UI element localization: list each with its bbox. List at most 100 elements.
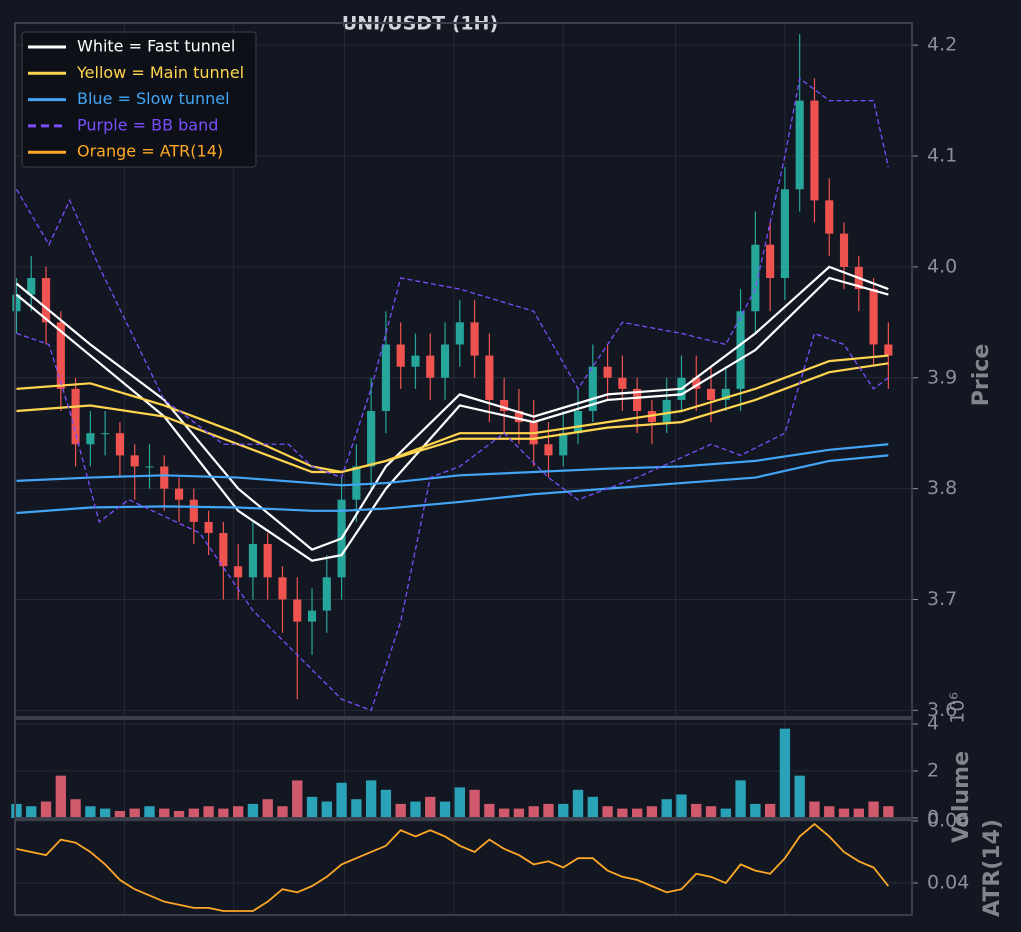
volume-bar — [617, 808, 628, 818]
volume-bar — [247, 803, 259, 818]
y-tick-label: 3.7 — [927, 588, 957, 610]
volume-bar — [203, 806, 214, 818]
tunnel-line — [16, 443, 889, 487]
volume-bar — [188, 808, 199, 818]
candle-body — [795, 100, 804, 190]
volume-bar — [262, 799, 273, 818]
candle-body — [71, 388, 80, 445]
volume-bar — [484, 803, 495, 818]
volume-bar — [764, 803, 776, 818]
volume-bar — [159, 808, 170, 818]
y-tick-label: 0.04 — [927, 872, 969, 894]
volume-bar — [883, 806, 894, 818]
tunnel-line — [16, 354, 889, 474]
panel-border — [14, 22, 913, 718]
volume-bar — [838, 808, 850, 818]
candle-body — [825, 200, 834, 234]
candle-body — [573, 411, 583, 434]
volume-bar — [114, 810, 126, 818]
candle-body — [588, 366, 597, 412]
y-tick-label: 0 — [927, 807, 939, 829]
panel-border — [14, 819, 913, 916]
candle-body — [514, 411, 523, 423]
volume-bar — [498, 808, 510, 818]
candle-body — [189, 499, 198, 522]
bb-band — [15, 77, 889, 479]
candle-body — [219, 532, 228, 567]
candle-body — [367, 411, 376, 467]
volume-bar — [26, 806, 37, 818]
volume-bar — [750, 803, 761, 818]
candle-body — [307, 610, 317, 622]
candle-body — [500, 399, 509, 412]
candle-body — [411, 355, 420, 367]
candle-body — [160, 466, 169, 489]
volume-bar — [439, 801, 451, 818]
tunnel-line — [16, 362, 889, 474]
candle-body — [204, 521, 213, 533]
volume-bar — [513, 808, 525, 818]
candle-body — [810, 100, 819, 201]
volume-bar — [144, 806, 155, 818]
candle-body — [485, 355, 494, 400]
volume-bar — [454, 787, 465, 818]
volume-bar — [292, 780, 303, 818]
candle-body — [751, 244, 760, 312]
volume-bar — [543, 803, 554, 818]
candle-body — [455, 322, 464, 345]
y-tick-label: 3.9 — [927, 366, 957, 388]
y-tick-label: 4.2 — [927, 34, 957, 56]
volume-bar — [410, 801, 421, 818]
y-axis-label: ATR(14) — [980, 819, 1005, 917]
volume-bar — [528, 806, 539, 818]
volume-bar — [735, 780, 746, 818]
candle-body — [145, 466, 154, 468]
candle-body — [352, 466, 361, 500]
volume-bar — [129, 808, 140, 818]
candle-body — [293, 599, 302, 622]
candle-body — [426, 355, 435, 378]
y-axis-label: Price — [969, 344, 994, 406]
candle-body — [56, 322, 65, 389]
volume-bar — [218, 808, 229, 818]
volume-bar — [321, 801, 332, 818]
candle-body — [470, 322, 479, 356]
candle-body — [278, 577, 287, 600]
volume-bar — [853, 808, 864, 818]
volume-bar — [277, 806, 288, 818]
candle-body — [130, 455, 139, 467]
legend-box — [21, 31, 257, 168]
candle-body — [115, 433, 124, 456]
candle-body — [101, 433, 110, 435]
candle-body — [248, 544, 257, 578]
legend-label: White = Fast tunnel — [77, 37, 235, 56]
candle-body — [706, 388, 716, 400]
legend-label: Orange = ATR(14) — [77, 142, 223, 161]
volume-bar — [794, 775, 805, 818]
candle-body — [633, 388, 642, 412]
candle-body — [692, 377, 701, 389]
volume-bar — [661, 799, 672, 818]
candle-body — [440, 344, 450, 378]
y-tick-label: 4.0 — [927, 255, 957, 277]
volume-bar — [587, 796, 598, 818]
candle-body — [544, 444, 553, 456]
volume-bar — [351, 799, 362, 818]
legend-label: Yellow = Main tunnel — [76, 63, 244, 82]
volume-bar — [631, 808, 643, 818]
volume-bar — [55, 775, 66, 818]
volume-bar — [365, 780, 377, 818]
candle-body — [618, 377, 627, 389]
y-tick-label: 3.6 — [927, 699, 957, 721]
volume-bar — [691, 803, 702, 818]
volume-bar — [720, 808, 731, 818]
volume-bar — [70, 799, 81, 818]
volume-bar — [868, 801, 879, 818]
candle-body — [780, 189, 789, 278]
candle-body — [766, 244, 775, 278]
volume-bar — [99, 808, 111, 818]
volume-bar — [306, 796, 318, 818]
volume-bar — [232, 806, 244, 818]
